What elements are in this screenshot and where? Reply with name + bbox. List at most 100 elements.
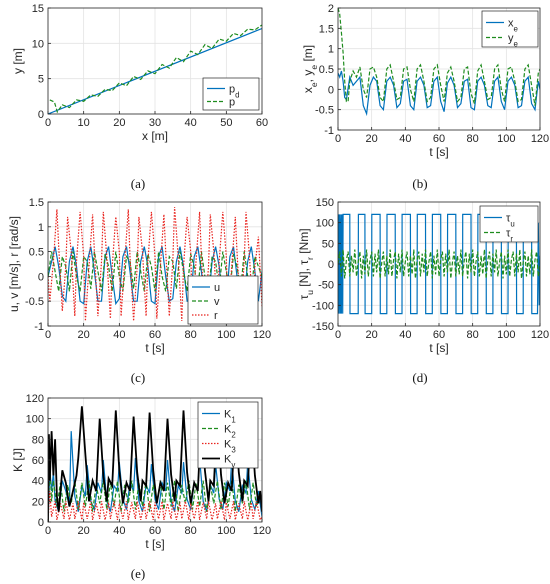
x-tick-label: 20 bbox=[78, 329, 90, 341]
x-tick-label: 100 bbox=[497, 133, 515, 145]
y-tick-label: -0.5 bbox=[25, 296, 44, 308]
x-tick-label: 100 bbox=[217, 329, 235, 341]
y-tick-label: 40 bbox=[32, 476, 44, 488]
legend-label: v bbox=[214, 296, 220, 308]
x-tick-label: 60 bbox=[256, 117, 268, 129]
legend-box bbox=[481, 10, 539, 48]
series-line-pd bbox=[48, 27, 262, 114]
x-tick-label: 40 bbox=[399, 329, 411, 341]
y-tick-label: 1.5 bbox=[29, 197, 44, 209]
x-tick-label: 0 bbox=[45, 329, 51, 341]
y-tick-label: 50 bbox=[322, 238, 334, 250]
x-tick-label: 80 bbox=[185, 525, 197, 537]
y-tick-label: 0 bbox=[328, 259, 334, 271]
legend-label: xe bbox=[508, 18, 519, 34]
x-tick-label: 60 bbox=[149, 525, 161, 537]
series-line-r bbox=[48, 206, 262, 322]
y-axis-label: τu [N], τr [Nm] bbox=[297, 228, 315, 299]
x-axis-label: t [s] bbox=[429, 145, 448, 159]
x-tick-label: 60 bbox=[433, 133, 445, 145]
x-tick-label: 40 bbox=[399, 133, 411, 145]
y-tick-label: -1 bbox=[324, 125, 334, 137]
y-tick-label: 15 bbox=[32, 3, 44, 15]
x-tick-label: 80 bbox=[467, 133, 479, 145]
y-tick-label: -150 bbox=[312, 321, 334, 333]
x-tick-label: 120 bbox=[531, 329, 549, 341]
panel-caption: (d) bbox=[412, 370, 427, 385]
x-tick-label: 0 bbox=[45, 117, 51, 129]
y-axis-label: xe, ye [m] bbox=[301, 45, 319, 93]
x-tick-label: 0 bbox=[45, 525, 51, 537]
series-line-v bbox=[48, 251, 262, 292]
y-tick-label: 0 bbox=[328, 84, 334, 96]
y-tick-label: -0.5 bbox=[315, 105, 334, 117]
x-tick-label: 20 bbox=[366, 133, 378, 145]
y-tick-label: 0 bbox=[38, 517, 44, 529]
legend-label: u bbox=[214, 282, 220, 294]
chart-panel-e: 0 20 40 60 80 100 120 0 20 40 60 80 100 120 t [s] K [J]… bbox=[11, 393, 271, 581]
legend-label: Kv bbox=[224, 454, 235, 470]
y-tick-label: 100 bbox=[316, 218, 334, 230]
legend: uvr bbox=[187, 275, 259, 325]
y-tick-label: 10 bbox=[32, 38, 44, 50]
x-tick-label: 120 bbox=[253, 329, 271, 341]
y-tick-label: 60 bbox=[32, 455, 44, 467]
x-tick-label: 40 bbox=[185, 117, 197, 129]
legend-label: τu bbox=[506, 213, 515, 229]
y-tick-label: 5 bbox=[38, 74, 44, 86]
series-line-p bbox=[49, 24, 262, 114]
y-tick-label: 0.5 bbox=[29, 247, 44, 259]
legend-box bbox=[479, 205, 539, 243]
series-line-Kv bbox=[48, 406, 262, 522]
series-line-K2 bbox=[48, 465, 262, 522]
y-tick-label: 0.5 bbox=[319, 64, 334, 76]
x-axis-label: t [s] bbox=[145, 537, 164, 551]
legend-label: p bbox=[229, 97, 235, 109]
x-tick-label: 60 bbox=[149, 329, 161, 341]
x-tick-label: 40 bbox=[113, 329, 125, 341]
y-tick-label: -1 bbox=[34, 321, 44, 333]
chart-panel-c: 0 20 40 60 80 100 120 -1 -0.5 0 0.5 1 1.5 t [s] u, v [… bbox=[7, 197, 271, 385]
x-tick-label: 30 bbox=[149, 117, 161, 129]
x-tick-label: 10 bbox=[78, 117, 90, 129]
legend-label: pd bbox=[229, 84, 240, 100]
y-tick-label: 120 bbox=[26, 393, 44, 405]
x-tick-label: 50 bbox=[220, 117, 232, 129]
x-tick-label: 120 bbox=[531, 133, 549, 145]
y-tick-label: 150 bbox=[316, 197, 334, 209]
series-line-K3 bbox=[48, 490, 262, 522]
series-line-xe bbox=[338, 70, 540, 117]
y-tick-label: 2 bbox=[328, 3, 334, 15]
panel-caption: (a) bbox=[131, 176, 145, 191]
series-line-r bbox=[338, 249, 540, 279]
y-tick-label: -50 bbox=[318, 280, 334, 292]
y-tick-label: 0 bbox=[38, 271, 44, 283]
x-tick-label: 0 bbox=[335, 133, 341, 145]
legend-label: K1 bbox=[224, 409, 236, 425]
x-axis-label: t [s] bbox=[145, 341, 164, 355]
chart-panel-a: 0 10 20 30 40 50 60 0 5 10 15 x [m] y [m] pdp (a) bbox=[11, 3, 268, 191]
chart-panel-b: 0 20 40 60 80 100 120 -1 -0.5 0 0.5 1 1.5 2 t [s] xe, y… bbox=[301, 3, 549, 191]
x-tick-label: 100 bbox=[217, 525, 235, 537]
x-tick-label: 100 bbox=[497, 329, 515, 341]
x-axis-label: x [m] bbox=[142, 129, 168, 143]
x-tick-label: 0 bbox=[335, 329, 341, 341]
x-tick-label: 80 bbox=[185, 329, 197, 341]
x-tick-label: 120 bbox=[253, 525, 271, 537]
y-axis-label: K [J] bbox=[11, 448, 25, 472]
y-axis-label: u, v [m/s], r [rad/s] bbox=[7, 216, 21, 312]
panel-caption: (b) bbox=[412, 176, 427, 191]
y-tick-label: 0 bbox=[38, 109, 44, 121]
legend-label: K2 bbox=[224, 424, 236, 440]
y-tick-label: 100 bbox=[26, 414, 44, 426]
legend-label: ye bbox=[508, 33, 519, 49]
y-tick-label: 1.5 bbox=[319, 23, 334, 35]
y-tick-label: 80 bbox=[32, 434, 44, 446]
y-axis-label: y [m] bbox=[11, 48, 25, 74]
legend: pdp bbox=[202, 77, 260, 111]
x-tick-label: 20 bbox=[113, 117, 125, 129]
chart-panel-d: 0 20 40 60 80 100 120 -150 -100 -50 0 50 100 150 t [s]… bbox=[297, 197, 549, 385]
x-tick-label: 60 bbox=[433, 329, 445, 341]
